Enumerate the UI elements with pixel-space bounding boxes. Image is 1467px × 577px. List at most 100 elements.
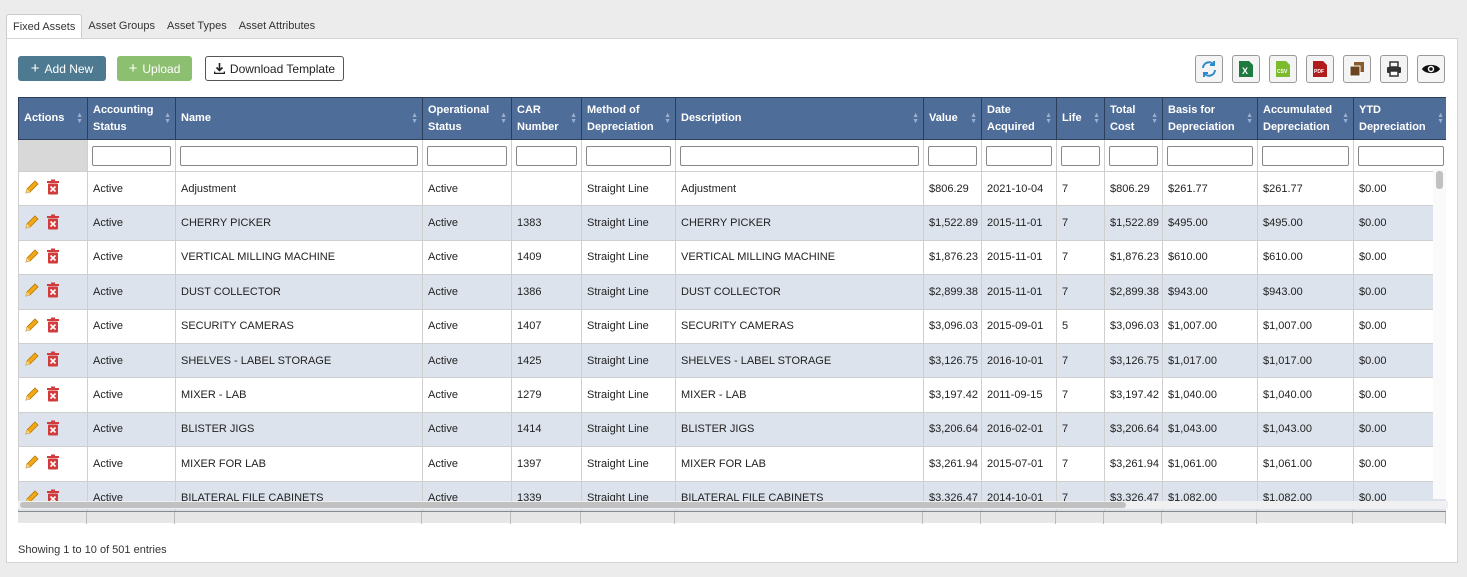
delete-trash-icon[interactable] (46, 454, 60, 473)
cell-car-number: 1407 (511, 308, 582, 344)
header-row: Actions ▲ ▼ Accounting Status ▲ ▼ Name ▲ ▼ Oper… (18, 97, 1446, 140)
table-row[interactable]: Active VERTICAL MILLING MACHINE Active 1409… (18, 239, 1446, 276)
assets-table-container[interactable]: Actions ▲ ▼ Accounting Status ▲ ▼ Name ▲ ▼ Oper… (18, 97, 1446, 523)
tab-asset-types[interactable]: Asset Types (167, 20, 227, 32)
delete-trash-icon[interactable] (46, 179, 60, 198)
edit-pencil-icon[interactable] (24, 420, 40, 439)
col-header-description[interactable]: Description ▲ ▼ (675, 97, 924, 140)
delete-trash-icon[interactable] (46, 317, 60, 336)
filter-ytd-input[interactable] (1358, 145, 1444, 166)
col-header-life[interactable]: Life ▲ ▼ (1056, 97, 1105, 140)
col-header-accumulated-depreciation[interactable]: Accumulated Depreciation ▲ ▼ (1257, 97, 1354, 140)
filter-basis-input[interactable] (1167, 145, 1253, 166)
cell-name: DUST COLLECTOR (175, 274, 423, 310)
col-header-accounting-status[interactable]: Accounting Status ▲ ▼ (87, 97, 176, 140)
edit-pencil-icon[interactable] (24, 351, 40, 370)
cell-accounting-status: Active (87, 446, 176, 482)
cell-total-cost: $3,096.03 (1104, 308, 1163, 344)
cell-car-number: 1383 (511, 205, 582, 241)
actions-cell (18, 308, 88, 344)
filter-total-cost-input[interactable] (1109, 145, 1158, 166)
tab-asset-attributes[interactable]: Asset Attributes (238, 20, 316, 32)
delete-trash-icon[interactable] (46, 420, 60, 439)
table-row[interactable]: Active MIXER FOR LAB Active 1397 Straight Li… (18, 446, 1446, 482)
col-header-name[interactable]: Name ▲ ▼ (175, 97, 423, 140)
copy-button[interactable] (1343, 55, 1371, 83)
col-header-value[interactable]: Value ▲ ▼ (923, 97, 982, 140)
col-header-method-of-depreciation[interactable]: Method of Depreciation ▲ ▼ (581, 97, 676, 140)
table-row[interactable]: Active DUST COLLECTOR Active 1386 Straight L… (18, 274, 1446, 310)
col-header-total-cost[interactable]: Total Cost ▲ ▼ (1104, 97, 1163, 140)
table-row[interactable]: Active SHELVES - LABEL STORAGE Active 1425 S… (18, 342, 1446, 379)
delete-trash-icon[interactable] (46, 282, 60, 301)
edit-pencil-icon[interactable] (24, 386, 40, 405)
filter-accumulated-input[interactable] (1262, 145, 1349, 166)
pdf-export-button[interactable]: PDF (1306, 55, 1334, 83)
table-row[interactable]: Active CHERRY PICKER Active 1383 Straight Li… (18, 205, 1446, 241)
filter-description-input[interactable] (680, 145, 919, 166)
cell-name: Adjustment (175, 170, 423, 207)
filter-accounting-status-input[interactable] (92, 145, 171, 166)
col-header-actions[interactable]: Actions ▲ ▼ (18, 97, 88, 140)
col-header-car-number[interactable]: CAR Number ▲ ▼ (511, 97, 582, 140)
filter-cell (422, 139, 512, 172)
filter-date-acquired-input[interactable] (986, 145, 1052, 166)
cell-car-number: 1386 (511, 274, 582, 310)
delete-trash-icon[interactable] (46, 214, 60, 233)
upload-label: Upload (142, 61, 181, 76)
edit-pencil-icon[interactable] (24, 214, 40, 233)
edit-pencil-icon[interactable] (24, 282, 40, 301)
vertical-scroll-thumb[interactable] (1436, 171, 1443, 189)
cell-basis-for-depreciation: $1,061.00 (1162, 446, 1258, 482)
actions-cell (18, 239, 88, 276)
cell-accumulated-depreciation: $1,007.00 (1257, 308, 1354, 344)
tab-fixed-assets[interactable]: Fixed Assets (6, 14, 83, 38)
table-footer-row (18, 511, 1446, 524)
col-header-basis-for-depreciation[interactable]: Basis for Depreciation ▲ ▼ (1162, 97, 1258, 140)
edit-pencil-icon[interactable] (24, 454, 40, 473)
filter-method-input[interactable] (586, 145, 671, 166)
filter-name-input[interactable] (180, 145, 418, 166)
cell-life: 7 (1056, 411, 1105, 448)
refresh-button[interactable] (1195, 55, 1223, 83)
table-row[interactable]: Active Adjustment Active Straight Line Adjus… (18, 170, 1446, 207)
filter-operational-status-input[interactable] (427, 145, 507, 166)
edit-pencil-icon[interactable] (24, 317, 40, 336)
filter-car-number-input[interactable] (516, 145, 577, 166)
table-row[interactable]: Active SECURITY CAMERAS Active 1407 Straight… (18, 308, 1446, 344)
cell-total-cost: $1,522.89 (1104, 205, 1163, 241)
cell-ytd-depreciation: $0.00 (1353, 446, 1446, 482)
horizontal-scroll-thumb[interactable] (20, 502, 1126, 508)
col-header-date-acquired[interactable]: Date Acquired ▲ ▼ (981, 97, 1057, 140)
table-row[interactable]: Active BLISTER JIGS Active 1414 Straight Lin… (18, 411, 1446, 448)
add-new-button[interactable]: + Add New (18, 56, 106, 81)
download-template-button[interactable]: Download Template (205, 56, 344, 81)
delete-trash-icon[interactable] (46, 351, 60, 370)
excel-export-button[interactable]: X (1232, 55, 1260, 83)
col-header-ytd-depreciation[interactable]: YTD Depreciation ▲ ▼ (1353, 97, 1446, 140)
print-button[interactable] (1380, 55, 1408, 83)
cell-date-acquired: 2015-11-01 (981, 205, 1057, 241)
cell-car-number (511, 170, 582, 207)
cell-accumulated-depreciation: $1,061.00 (1257, 446, 1354, 482)
excel-icon: X (1239, 61, 1253, 77)
edit-pencil-icon[interactable] (24, 179, 40, 198)
upload-button[interactable]: + Upload (117, 56, 192, 81)
actions-cell (18, 411, 88, 448)
cell-total-cost: $3,261.94 (1104, 446, 1163, 482)
cell-accounting-status: Active (87, 205, 176, 241)
cell-operational-status: Active (422, 377, 512, 413)
filter-cell (981, 139, 1057, 172)
csv-export-button[interactable]: CSV (1269, 55, 1297, 83)
delete-trash-icon[interactable] (46, 386, 60, 405)
vertical-scrollbar[interactable] (1433, 169, 1446, 499)
edit-pencil-icon[interactable] (24, 248, 40, 267)
horizontal-scrollbar[interactable] (18, 501, 1448, 509)
filter-value-input[interactable] (928, 145, 977, 166)
filter-life-input[interactable] (1061, 145, 1100, 166)
col-header-operational-status[interactable]: Operational Status ▲ ▼ (422, 97, 512, 140)
column-visibility-button[interactable] (1417, 55, 1445, 83)
tab-asset-groups[interactable]: Asset Groups (88, 20, 155, 32)
delete-trash-icon[interactable] (46, 248, 60, 267)
table-row[interactable]: Active MIXER - LAB Active 1279 Straight Line… (18, 377, 1446, 413)
